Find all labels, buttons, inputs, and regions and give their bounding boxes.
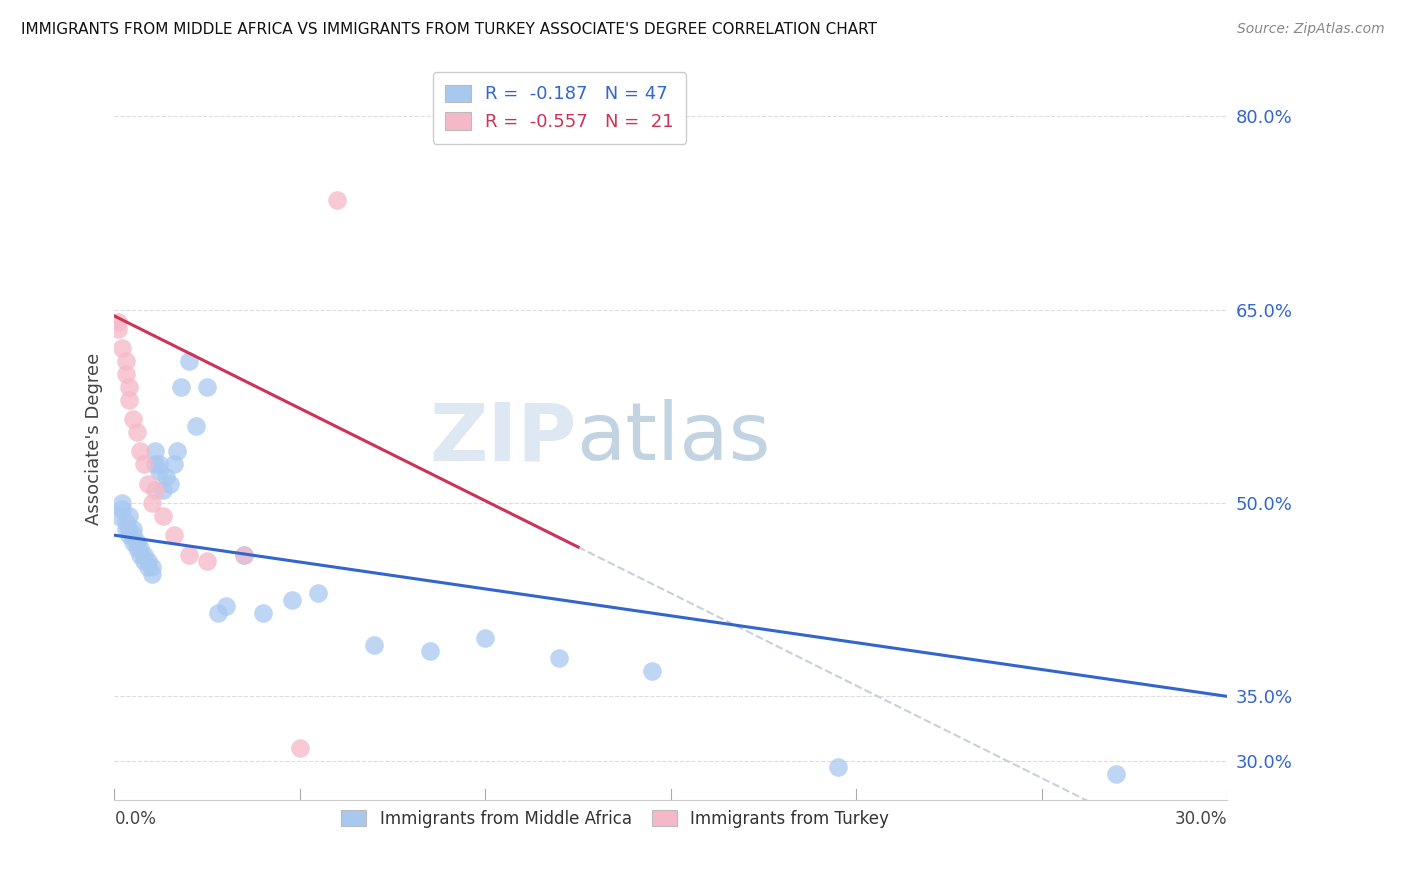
- Text: atlas: atlas: [576, 400, 770, 477]
- Point: [163, 457, 186, 471]
- Point: [141, 496, 163, 510]
- Point: [148, 457, 170, 471]
- Point: [1105, 766, 1128, 780]
- Text: 0.0%: 0.0%: [114, 810, 156, 828]
- Point: [143, 483, 166, 497]
- Point: [125, 541, 148, 555]
- Point: [136, 554, 159, 568]
- Point: [136, 560, 159, 574]
- Point: [474, 632, 496, 646]
- Point: [111, 502, 134, 516]
- Point: [152, 508, 174, 523]
- Text: IMMIGRANTS FROM MIDDLE AFRICA VS IMMIGRANTS FROM TURKEY ASSOCIATE'S DEGREE CORRE: IMMIGRANTS FROM MIDDLE AFRICA VS IMMIGRA…: [21, 22, 877, 37]
- Point: [114, 367, 136, 381]
- Point: [252, 606, 274, 620]
- Point: [159, 476, 181, 491]
- Point: [155, 470, 177, 484]
- Point: [827, 760, 849, 774]
- Y-axis label: Associate's Degree: Associate's Degree: [86, 352, 103, 524]
- Point: [177, 354, 200, 368]
- Point: [111, 341, 134, 355]
- Point: [114, 516, 136, 530]
- Text: 30.0%: 30.0%: [1174, 810, 1227, 828]
- Point: [136, 476, 159, 491]
- Point: [141, 566, 163, 581]
- Point: [114, 354, 136, 368]
- Point: [125, 534, 148, 549]
- Point: [207, 606, 229, 620]
- Point: [118, 528, 141, 542]
- Point: [288, 741, 311, 756]
- Point: [129, 548, 152, 562]
- Point: [419, 644, 441, 658]
- Point: [118, 380, 141, 394]
- Point: [107, 508, 129, 523]
- Point: [122, 522, 145, 536]
- Point: [326, 193, 349, 207]
- Point: [118, 508, 141, 523]
- Point: [122, 528, 145, 542]
- Point: [281, 592, 304, 607]
- Point: [170, 380, 193, 394]
- Text: ZIP: ZIP: [429, 400, 576, 477]
- Point: [363, 638, 385, 652]
- Point: [132, 554, 155, 568]
- Point: [184, 418, 207, 433]
- Point: [118, 392, 141, 407]
- Point: [125, 425, 148, 439]
- Point: [122, 534, 145, 549]
- Point: [143, 457, 166, 471]
- Point: [177, 548, 200, 562]
- Point: [111, 496, 134, 510]
- Point: [548, 650, 571, 665]
- Point: [143, 444, 166, 458]
- Point: [129, 444, 152, 458]
- Point: [233, 548, 256, 562]
- Point: [641, 664, 664, 678]
- Point: [118, 522, 141, 536]
- Point: [114, 522, 136, 536]
- Point: [132, 457, 155, 471]
- Legend: Immigrants from Middle Africa, Immigrants from Turkey: Immigrants from Middle Africa, Immigrant…: [335, 803, 896, 835]
- Point: [152, 483, 174, 497]
- Point: [107, 322, 129, 336]
- Point: [163, 528, 186, 542]
- Point: [307, 586, 329, 600]
- Point: [195, 380, 218, 394]
- Point: [107, 315, 129, 329]
- Point: [141, 560, 163, 574]
- Point: [122, 412, 145, 426]
- Point: [129, 541, 152, 555]
- Point: [233, 548, 256, 562]
- Point: [195, 554, 218, 568]
- Point: [215, 599, 238, 613]
- Point: [148, 464, 170, 478]
- Point: [166, 444, 188, 458]
- Point: [132, 548, 155, 562]
- Text: Source: ZipAtlas.com: Source: ZipAtlas.com: [1237, 22, 1385, 37]
